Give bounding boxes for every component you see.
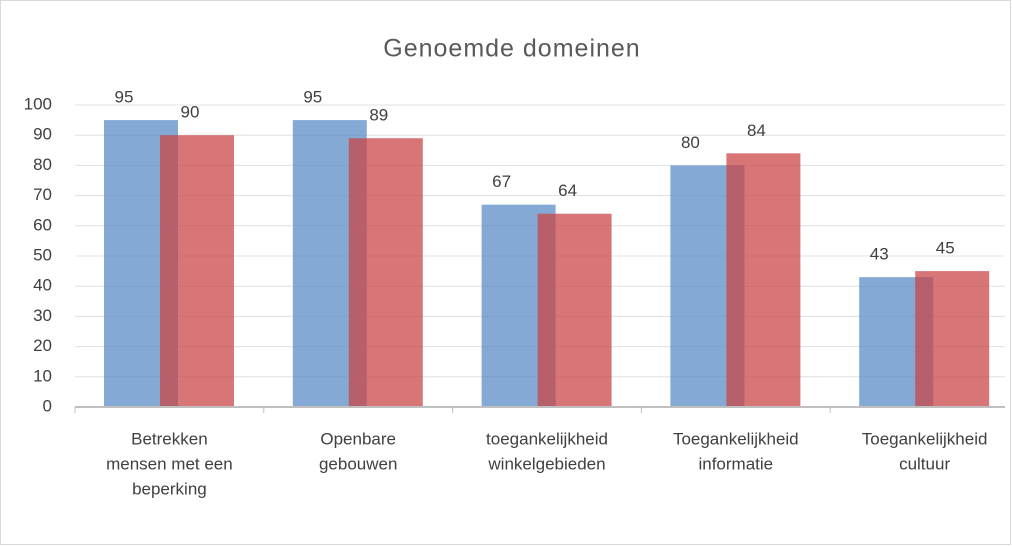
y-tick-label: 50 bbox=[33, 245, 52, 264]
x-tick-label: Openbare bbox=[320, 429, 396, 448]
x-tick-label: mensen met een bbox=[106, 454, 233, 473]
x-tick-label: cultuur bbox=[899, 454, 950, 473]
data-label: 95 bbox=[303, 88, 322, 107]
x-tick-label: Betrekken bbox=[131, 429, 208, 448]
y-tick-label: 0 bbox=[43, 396, 52, 415]
y-tick-label: 100 bbox=[24, 94, 52, 113]
data-label: 67 bbox=[492, 172, 511, 191]
data-label: 89 bbox=[369, 106, 388, 125]
data-label: 95 bbox=[115, 88, 134, 107]
data-label: 90 bbox=[181, 103, 200, 122]
y-tick-label: 20 bbox=[33, 336, 52, 355]
y-tick-label: 80 bbox=[33, 155, 52, 174]
bar bbox=[537, 213, 612, 407]
y-tick-label: 40 bbox=[33, 276, 52, 295]
x-tick-label: winkelgebieden bbox=[487, 454, 605, 473]
data-label: 45 bbox=[936, 239, 955, 258]
bar bbox=[726, 153, 801, 407]
y-tick-label: 30 bbox=[33, 306, 52, 325]
bar bbox=[915, 271, 990, 407]
y-tick-label: 90 bbox=[33, 125, 52, 144]
y-tick-label: 70 bbox=[33, 185, 52, 204]
data-label: 80 bbox=[681, 133, 700, 152]
data-label: 64 bbox=[558, 181, 577, 200]
x-tick-label: gebouwen bbox=[319, 454, 397, 473]
x-tick-label: beperking bbox=[132, 479, 207, 498]
bar bbox=[348, 138, 423, 407]
bar bbox=[160, 135, 234, 407]
x-tick-label: toegankelijkheid bbox=[486, 429, 608, 448]
x-tick-label: informatie bbox=[698, 454, 773, 473]
chart-title: Genoemde domeinen bbox=[383, 35, 640, 63]
x-tick-label: Toegankelijkheid bbox=[862, 429, 988, 448]
x-tick-label: Toegankelijkheid bbox=[673, 429, 799, 448]
data-label: 84 bbox=[747, 121, 766, 140]
y-tick-label: 60 bbox=[33, 215, 52, 234]
y-tick-label: 10 bbox=[33, 366, 52, 385]
data-label: 43 bbox=[870, 245, 889, 264]
